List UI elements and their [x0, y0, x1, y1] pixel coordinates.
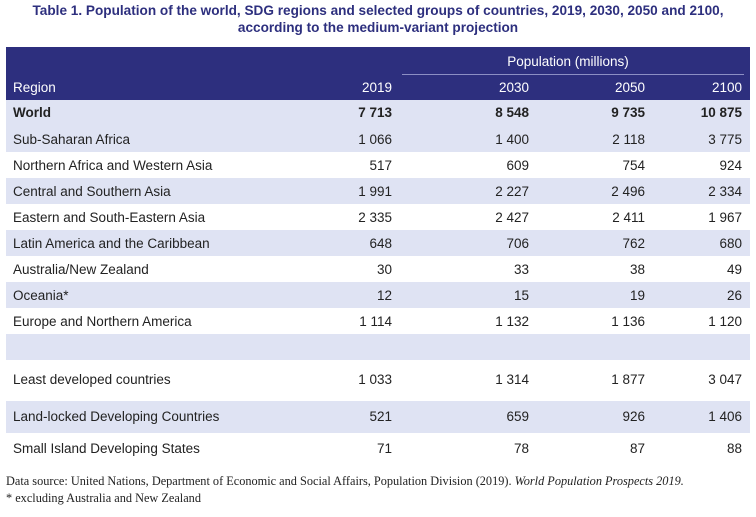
value-cell-2100: 49 — [726, 262, 742, 277]
value-cell-2030: 706 — [506, 236, 529, 251]
table-row: Sub-Saharan Africa 1 066 1 400 2 118 3 775 — [6, 126, 750, 152]
value-cell-2050: 762 — [622, 236, 645, 251]
region-cell: Oceania* — [13, 288, 69, 303]
value-cell-2019: 1 033 — [358, 372, 392, 387]
value-cell-2050: 9 735 — [611, 105, 645, 120]
table-row: World 7 713 8 548 9 735 10 875 — [6, 100, 750, 126]
table-row: Least developed countries 1 033 1 314 1 877… — [6, 360, 750, 401]
table-spacer-row — [6, 334, 750, 360]
header-divider — [402, 74, 744, 75]
region-cell: Northern Africa and Western Asia — [13, 158, 213, 173]
region-column-header: Region — [13, 80, 56, 95]
value-cell-2050: 926 — [622, 409, 645, 424]
value-cell-2019: 7 713 — [358, 105, 392, 120]
year-column-header-2050: 2050 — [614, 80, 645, 95]
value-cell-2030: 8 548 — [495, 105, 529, 120]
region-cell: Australia/New Zealand — [13, 262, 149, 277]
value-cell-2100: 10 875 — [700, 105, 742, 120]
value-cell-2030: 1 132 — [495, 314, 529, 329]
value-cell-2100: 1 967 — [708, 210, 742, 225]
value-cell-2030: 609 — [506, 158, 529, 173]
value-cell-2100: 88 — [726, 441, 742, 456]
table-header: Population (millions) Region 2019 2030 2… — [6, 47, 750, 100]
value-cell-2019: 30 — [376, 262, 392, 277]
region-cell: Europe and Northern America — [13, 314, 192, 329]
region-cell: Small Island Developing States — [13, 441, 200, 456]
value-cell-2100: 26 — [726, 288, 742, 303]
value-cell-2019: 648 — [369, 236, 392, 251]
value-cell-2030: 78 — [513, 441, 529, 456]
year-column-header-2030: 2030 — [498, 80, 529, 95]
value-cell-2030: 1 400 — [495, 132, 529, 147]
data-source-title: World Population Prospects 2019. — [514, 474, 684, 488]
value-cell-2050: 754 — [622, 158, 645, 173]
value-cell-2030: 2 227 — [495, 184, 529, 199]
value-cell-2050: 2 496 — [611, 184, 645, 199]
value-cell-2030: 15 — [513, 288, 529, 303]
value-cell-2019: 517 — [369, 158, 392, 173]
table-row: Small Island Developing States 71 78 87 88 — [6, 433, 750, 465]
table-row: Northern Africa and Western Asia 517 609 75… — [6, 152, 750, 178]
value-cell-2030: 2 427 — [495, 210, 529, 225]
value-cell-2100: 3 775 — [708, 132, 742, 147]
value-cell-2050: 2 411 — [612, 210, 645, 225]
region-cell: Eastern and South-Eastern Asia — [13, 210, 206, 225]
table-row: Land-locked Developing Countries 521 659 92… — [6, 401, 750, 433]
table-row: Central and Southern Asia 1 991 2 227 2 496… — [6, 178, 750, 204]
value-cell-2100: 924 — [719, 158, 742, 173]
value-cell-2050: 38 — [629, 262, 645, 277]
title-line-2: according to the medium-variant projecti… — [237, 20, 519, 35]
value-cell-2100: 680 — [719, 236, 742, 251]
value-cell-2019: 1 066 — [358, 132, 392, 147]
data-source-note: Data source: United Nations, Department … — [6, 473, 684, 490]
value-cell-2019: 1 114 — [359, 314, 392, 329]
value-cell-2019: 12 — [376, 288, 392, 303]
value-cell-2050: 1 136 — [611, 314, 645, 329]
value-cell-2030: 659 — [506, 409, 529, 424]
table-title: Table 1. Population of the world, SDG re… — [0, 2, 756, 36]
footnote: Data source: United Nations, Department … — [6, 473, 684, 507]
value-cell-2050: 1 877 — [611, 372, 645, 387]
year-column-header-2019: 2019 — [361, 80, 392, 95]
table-row: Australia/New Zealand 30 33 38 49 — [6, 256, 750, 282]
population-group-header: Population (millions) — [507, 54, 629, 69]
value-cell-2100: 1 406 — [708, 409, 742, 424]
value-cell-2019: 521 — [369, 409, 392, 424]
exclusion-note: * excluding Australia and New Zealand — [6, 491, 201, 505]
value-cell-2030: 1 314 — [495, 372, 529, 387]
value-cell-2030: 33 — [513, 262, 529, 277]
table-row: Oceania* 12 15 19 26 — [6, 282, 750, 308]
table-row: Eastern and South-Eastern Asia 2 335 2 427… — [6, 204, 750, 230]
value-cell-2050: 2 118 — [612, 132, 645, 147]
value-cell-2100: 3 047 — [708, 372, 742, 387]
value-cell-2019: 2 335 — [358, 210, 392, 225]
year-column-header-2100: 2100 — [711, 80, 742, 95]
table-body: World 7 713 8 548 9 735 10 875 Sub-Saharan Af… — [6, 100, 750, 465]
table-row: Latin America and the Caribbean 648 706 762… — [6, 230, 750, 256]
region-cell: Sub-Saharan Africa — [13, 132, 131, 147]
population-table: Population (millions) Region 2019 2030 2… — [6, 47, 750, 465]
region-cell: Central and Southern Asia — [13, 184, 171, 199]
table-row: Europe and Northern America 1 114 1 132 1 1… — [6, 308, 750, 334]
title-line-1: Table 1. Population of the world, SDG re… — [32, 3, 724, 18]
value-cell-2019: 71 — [376, 441, 392, 456]
data-source-prefix: Data source: United Nations, Department … — [6, 474, 515, 488]
region-cell: Least developed countries — [13, 372, 171, 387]
value-cell-2050: 87 — [629, 441, 645, 456]
value-cell-2100: 2 334 — [708, 184, 742, 199]
region-cell: Latin America and the Caribbean — [13, 236, 210, 251]
value-cell-2050: 19 — [629, 288, 645, 303]
region-cell: World — [13, 105, 51, 120]
value-cell-2019: 1 991 — [358, 184, 392, 199]
region-cell: Land-locked Developing Countries — [13, 409, 220, 424]
value-cell-2100: 1 120 — [708, 314, 742, 329]
